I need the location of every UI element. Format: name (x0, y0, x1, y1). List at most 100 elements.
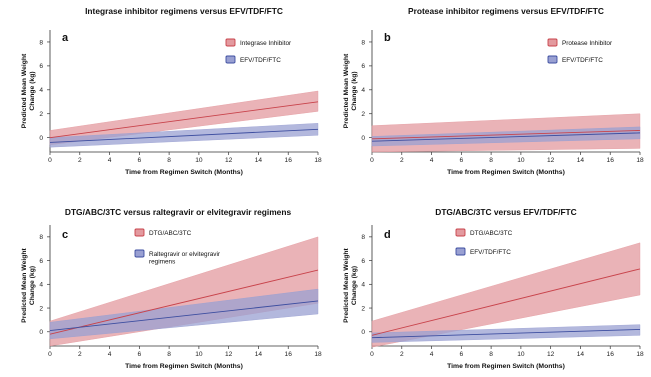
x-tick-label: 18 (314, 157, 322, 164)
x-tick-label: 18 (314, 351, 322, 358)
panel-title: Protease inhibitor regimens versus EFV/T… (408, 6, 604, 16)
x-tick-label: 12 (225, 157, 233, 164)
y-tick-label: 2 (39, 305, 43, 312)
x-tick-label: 14 (577, 351, 585, 358)
confidence-band-blue (49, 288, 319, 340)
series-line-red (371, 130, 641, 140)
legend-label: EFV/TDF/FTC (240, 57, 281, 64)
panel-title: DTG/ABC/3TC versus raltegravir or elvite… (65, 207, 292, 217)
x-tick-label: 16 (607, 157, 615, 164)
panel-label: a (62, 32, 69, 44)
y-axis-title-line: Change (kg) (351, 266, 358, 305)
y-tick-label: 2 (361, 111, 365, 118)
series-line-red (49, 269, 319, 335)
series-line-blue (49, 300, 319, 332)
confidence-band-blue (49, 123, 319, 148)
y-tick-label: 6 (361, 258, 365, 265)
y-tick-label: 4 (361, 282, 365, 289)
y-tick-label: 4 (361, 87, 365, 94)
x-tick-label: 4 (430, 351, 434, 358)
x-axis-title: Time from Regimen Switch (Months) (125, 169, 243, 176)
legend-swatch (455, 247, 466, 256)
series-line-blue (371, 132, 641, 142)
x-tick-label: 16 (607, 351, 615, 358)
legend-label: EFV/TDF/FTC (470, 249, 511, 256)
legend-label: DTG/ABC/3TC (470, 230, 513, 237)
y-axis-title: Predicted Mean WeightChange (kg) (21, 247, 36, 322)
y-axis-title-line: Change (kg) (29, 71, 36, 110)
x-tick-label: 8 (167, 157, 171, 164)
y-tick-label: 0 (39, 135, 43, 142)
y-axis-title-line: Predicted Mean Weight (21, 53, 28, 128)
y-tick-label: 8 (39, 39, 43, 46)
legend-swatch (455, 228, 466, 237)
x-tick-label: 6 (459, 157, 463, 164)
x-axis-title: Time from Regimen Switch (Months) (447, 169, 565, 176)
x-tick-label: 2 (78, 351, 82, 358)
x-tick-label: 8 (489, 157, 493, 164)
y-tick-label: 8 (361, 39, 365, 46)
y-axis-title-line: Predicted Mean Weight (21, 247, 28, 322)
x-axis-title: Time from Regimen Switch (Months) (447, 363, 565, 370)
x-tick-label: 18 (636, 157, 644, 164)
x-tick-label: 18 (636, 351, 644, 358)
legend-label-line: Raltegravir or elvitegravir (149, 251, 221, 258)
chart-panel-b: Protease inhibitor regimens versus EFV/T… (343, 6, 644, 176)
x-tick-label: 10 (517, 351, 525, 358)
y-tick-label: 8 (39, 234, 43, 241)
legend-label: Protease Inhibitor (562, 40, 613, 47)
x-tick-label: 4 (108, 157, 112, 164)
panel-label: c (62, 229, 68, 241)
y-tick-label: 6 (39, 63, 43, 70)
legend-swatch (225, 38, 236, 47)
legend-swatch (547, 38, 558, 47)
x-tick-label: 4 (108, 351, 112, 358)
x-axis-title: Time from Regimen Switch (Months) (125, 363, 243, 370)
panel-title: Integrase inhibitor regimens versus EFV/… (85, 6, 283, 16)
y-tick-label: 8 (361, 234, 365, 241)
panel-label: b (384, 32, 391, 44)
x-tick-label: 8 (167, 351, 171, 358)
chart-panel-d: DTG/ABC/3TC versus EFV/TDF/FTC d 0 2 4 6 8 10 12… (343, 207, 644, 370)
series-line-red (371, 268, 641, 336)
y-tick-label: 4 (39, 87, 43, 94)
legend-swatch (225, 55, 236, 64)
x-tick-label: 6 (137, 351, 141, 358)
y-tick-label: 4 (39, 282, 43, 289)
y-axis-title-line: Change (kg) (351, 71, 358, 110)
legend-label: Raltegravir or elvitegravir regimens (149, 251, 221, 266)
x-tick-label: 10 (517, 157, 525, 164)
x-tick-label: 8 (489, 351, 493, 358)
legend-label: Integrase Inhibitor (240, 40, 292, 47)
y-tick-label: 2 (361, 305, 365, 312)
x-tick-label: 12 (547, 351, 555, 358)
x-tick-label: 6 (137, 157, 141, 164)
panel-label: d (384, 229, 391, 241)
x-tick-label: 12 (547, 157, 555, 164)
x-tick-label: 2 (400, 351, 404, 358)
y-tick-label: 0 (39, 329, 43, 336)
x-tick-label: 0 (370, 157, 374, 164)
y-tick-label: 2 (39, 111, 43, 118)
x-tick-label: 6 (459, 351, 463, 358)
panel-title: DTG/ABC/3TC versus EFV/TDF/FTC (435, 207, 576, 217)
x-tick-label: 14 (255, 351, 263, 358)
x-tick-label: 12 (225, 351, 233, 358)
x-tick-label: 14 (255, 157, 263, 164)
legend-label-line: regimens (149, 259, 175, 266)
y-tick-label: 6 (39, 258, 43, 265)
x-tick-label: 0 (48, 157, 52, 164)
x-tick-label: 16 (285, 157, 293, 164)
x-tick-label: 14 (577, 157, 585, 164)
x-tick-label: 0 (370, 351, 374, 358)
y-axis-title: Predicted Mean WeightChange (kg) (343, 53, 358, 128)
y-axis-title-line: Predicted Mean Weight (343, 247, 350, 322)
x-tick-label: 2 (78, 157, 82, 164)
x-tick-label: 16 (285, 351, 293, 358)
y-tick-label: 6 (361, 63, 365, 70)
y-tick-label: 0 (361, 135, 365, 142)
y-axis-title-line: Predicted Mean Weight (343, 53, 350, 128)
legend-swatch (547, 55, 558, 64)
y-tick-label: 0 (361, 329, 365, 336)
y-axis-title-line: Change (kg) (29, 266, 36, 305)
